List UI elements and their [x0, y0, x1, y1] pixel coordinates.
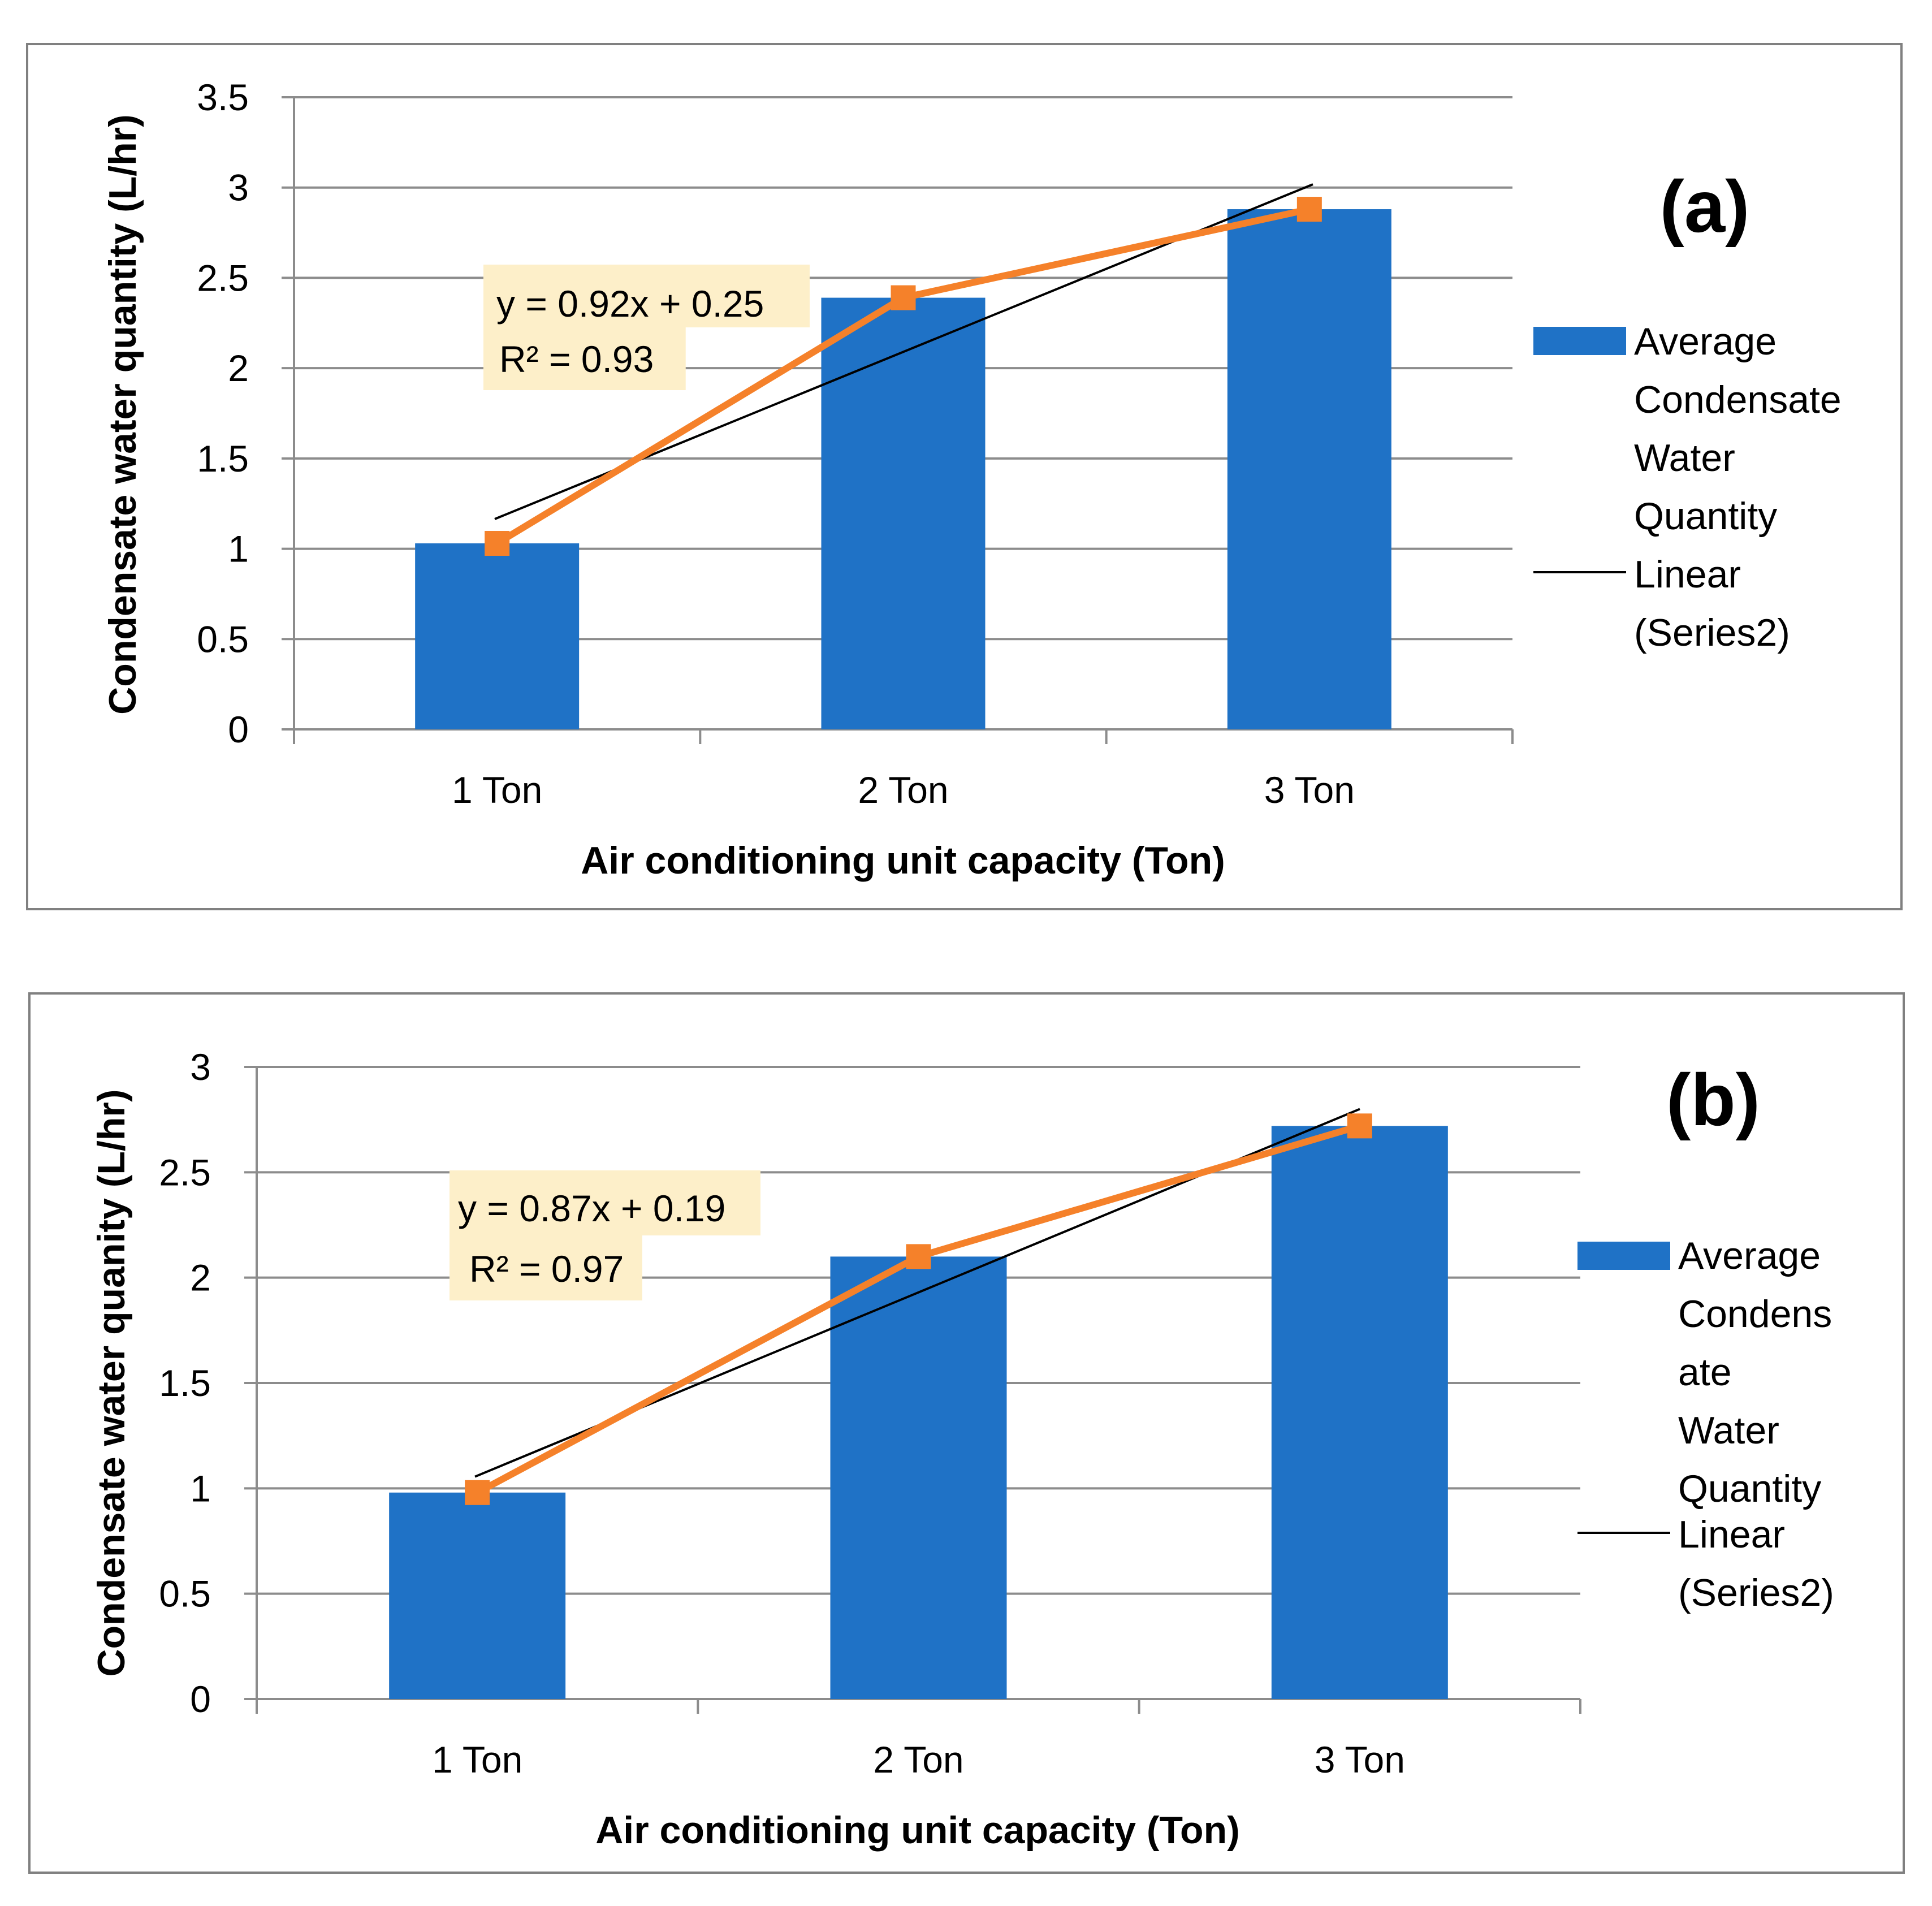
y-axis-title: Condensate water quanity (L/hr) — [90, 1090, 133, 1677]
equation-box — [483, 265, 810, 327]
x-axis-title: Air conditioning unit capacity (Ton) — [581, 839, 1225, 882]
panel-label: (b) — [1666, 1058, 1760, 1141]
y-tick-label: 2.5 — [197, 257, 249, 299]
legend-label: Water — [1634, 436, 1735, 479]
chart-panel-b: 0 0.5 1 1.5 2 2.5 3 1 Ton 2 Ton 3 Ton y = 0.87x + … — [28, 992, 1905, 1874]
panel-label: (a) — [1660, 165, 1750, 248]
legend-label: Condensate — [1634, 378, 1842, 421]
bar — [415, 543, 580, 729]
bar — [1227, 209, 1391, 729]
y-tick-label: 3 — [190, 1046, 211, 1088]
bar — [1271, 1126, 1448, 1699]
equation-box — [483, 327, 686, 390]
r-squared: R² = 0.93 — [499, 338, 654, 380]
y-tick-label: 2.5 — [159, 1151, 211, 1193]
line-marker — [891, 285, 916, 310]
legend-swatch-bar — [1577, 1242, 1670, 1270]
x-tick-label: 3 Ton — [1264, 769, 1355, 811]
line-marker — [465, 1480, 490, 1505]
trend-equation: y = 0.87x + 0.19 — [458, 1187, 725, 1229]
legend-label: Linear — [1634, 553, 1741, 596]
legend-label: (Series2) — [1634, 611, 1790, 654]
x-tick-label: 2 Ton — [873, 1739, 963, 1780]
line-marker — [485, 530, 510, 556]
legend-label: Average — [1678, 1234, 1821, 1277]
x-tick-label: 1 Ton — [452, 769, 542, 811]
y-tick-label: 1.5 — [197, 438, 249, 479]
trend-equation: y = 0.92x + 0.25 — [496, 283, 764, 325]
legend-label: Condens — [1678, 1293, 1832, 1336]
bar — [821, 297, 986, 729]
y-axis-title: Condensate water quantity (L/hr) — [101, 114, 144, 715]
x-axis-title: Air conditioning unit capacity (Ton) — [595, 1809, 1240, 1852]
legend-label: (Series2) — [1678, 1571, 1834, 1614]
y-tick-label: 0.5 — [159, 1573, 211, 1615]
x-tick-label: 3 Ton — [1315, 1739, 1405, 1780]
y-tick-label: 2 — [190, 1257, 211, 1299]
y-tick-label: 3.5 — [197, 76, 249, 118]
legend-swatch-bar — [1533, 327, 1626, 355]
y-tick-label: 1 — [228, 528, 249, 570]
y-tick-label: 0 — [190, 1678, 211, 1720]
legend-label: ate — [1678, 1351, 1732, 1394]
y-tick-label: 0 — [228, 708, 249, 750]
y-tick-label: 3 — [228, 167, 249, 209]
r-squared: R² = 0.97 — [469, 1248, 624, 1290]
legend-label: Quantity — [1634, 495, 1777, 538]
x-tick-label: 2 Ton — [858, 769, 948, 811]
line-marker — [1347, 1113, 1372, 1139]
y-tick-label: 1 — [190, 1467, 211, 1509]
equation-box — [449, 1170, 760, 1235]
y-tick-label: 2 — [228, 347, 249, 389]
legend-label: Average — [1634, 320, 1777, 363]
line-marker — [906, 1244, 931, 1269]
x-tick-label: 1 Ton — [432, 1739, 522, 1780]
legend-label: Quantity — [1678, 1467, 1821, 1510]
legend-label: Water — [1678, 1409, 1779, 1452]
bar — [830, 1256, 1007, 1699]
line-marker — [1296, 197, 1322, 222]
chart-panel-a: 0 0.5 1 1.5 2 2.5 3 3.5 1 Ton 2 Ton 3 Ton y = 0.92x… — [26, 43, 1903, 910]
equation-box — [449, 1235, 642, 1300]
legend-label: Linear — [1678, 1513, 1785, 1556]
y-tick-label: 1.5 — [159, 1362, 211, 1404]
bar — [389, 1492, 566, 1699]
y-tick-label: 0.5 — [197, 618, 249, 660]
